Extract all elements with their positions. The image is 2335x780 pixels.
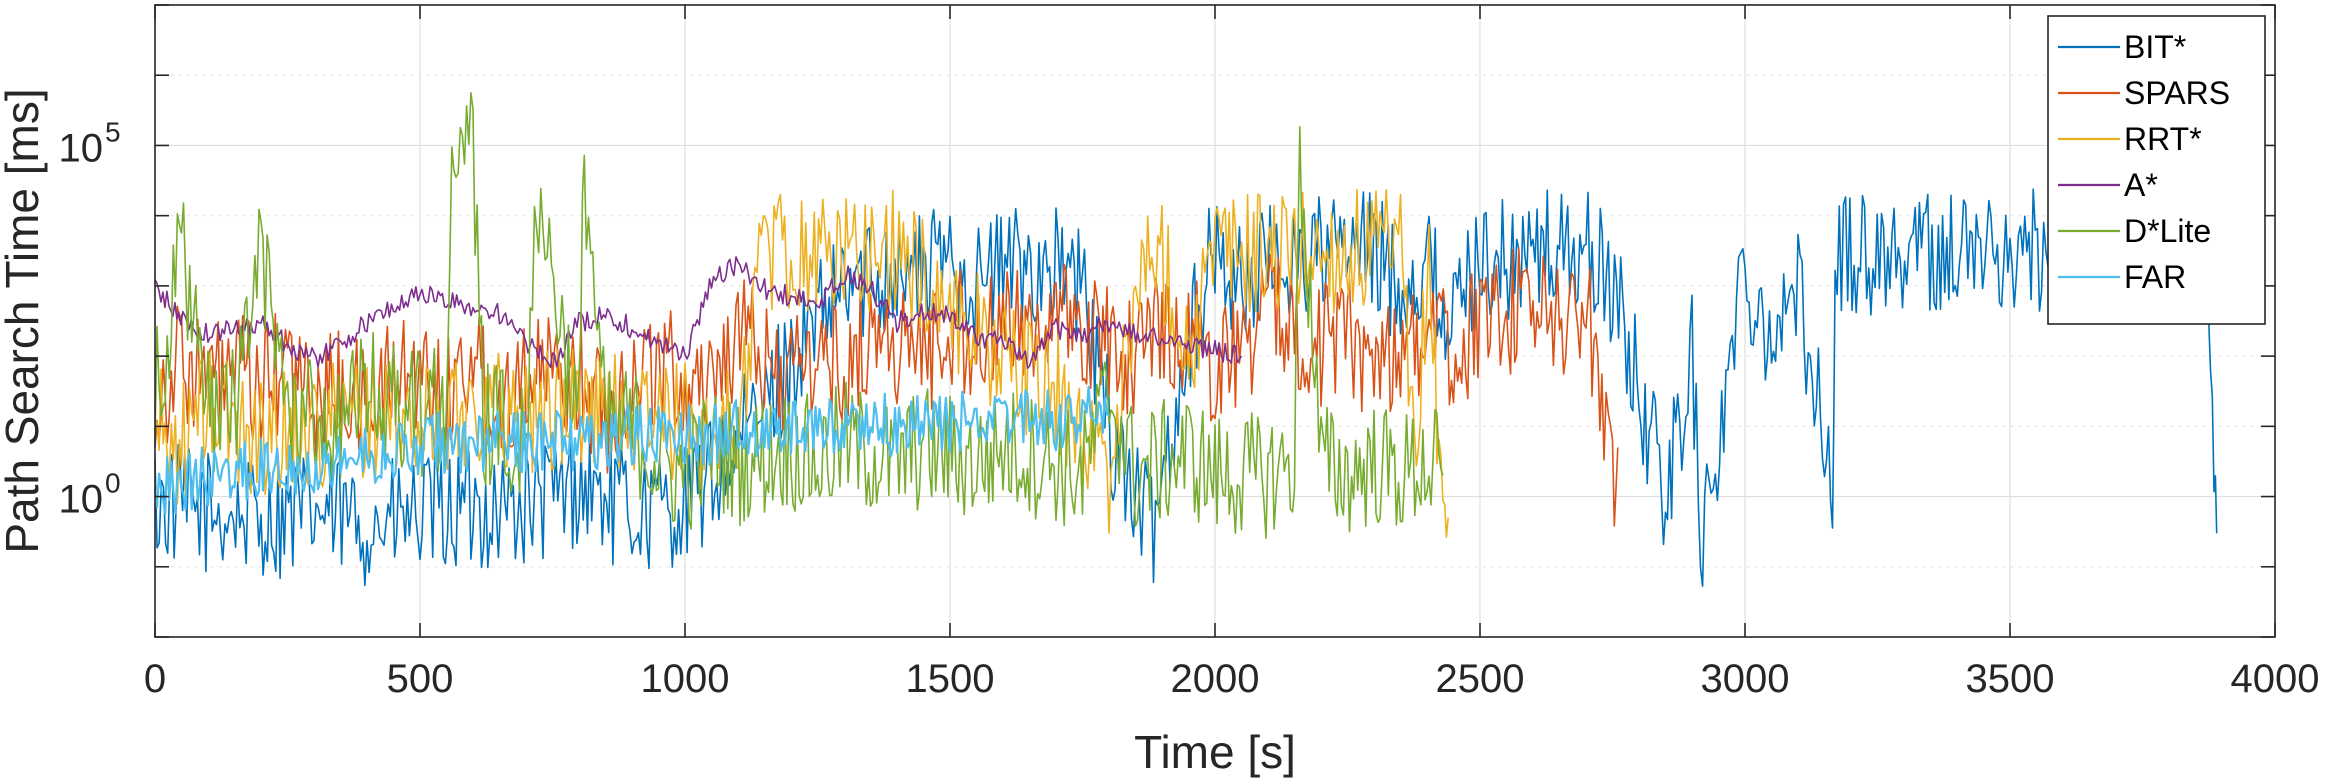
x-tick-label: 1000 <box>641 657 730 701</box>
y-tick-exponent: 5 <box>105 116 121 147</box>
y-tick-label: 10 <box>59 126 104 170</box>
series-line-a <box>154 256 1243 370</box>
x-tick-label: 3500 <box>1966 657 2055 701</box>
plot-area <box>153 92 2218 588</box>
legend: BIT* SPARS RRT* A* D*Lite FAR <box>2047 15 2266 325</box>
series-line-d-lite <box>154 92 1444 540</box>
x-tick-label: 4000 <box>2231 657 2320 701</box>
legend-entries: BIT* SPARS RRT* A* D*Lite FAR <box>2058 29 2230 295</box>
series-line-far <box>153 385 1110 516</box>
x-tick-label: 500 <box>387 657 454 701</box>
x-tick-label: 1500 <box>906 657 995 701</box>
x-tick-label: 2000 <box>1171 657 1260 701</box>
legend-label: BIT* <box>2124 29 2186 65</box>
legend-label: RRT* <box>2124 121 2202 157</box>
x-tick-label: 0 <box>144 657 166 701</box>
legend-label: SPARS <box>2124 75 2230 111</box>
x-tick-label: 3000 <box>1701 657 1790 701</box>
legend-label: D*Lite <box>2124 213 2211 249</box>
y-tick-label: 10 <box>59 478 104 522</box>
y-axis-label: Path Search Time [ms] <box>0 88 48 553</box>
legend-label: A* <box>2124 167 2158 203</box>
x-tick-label: 2500 <box>1436 657 1525 701</box>
x-axis-label: Time [s] <box>1134 726 1296 778</box>
legend-label: FAR <box>2124 259 2186 295</box>
y-tick-exponent: 0 <box>105 468 121 499</box>
series-line-bit <box>154 188 2218 588</box>
legend-box <box>2047 15 2266 325</box>
